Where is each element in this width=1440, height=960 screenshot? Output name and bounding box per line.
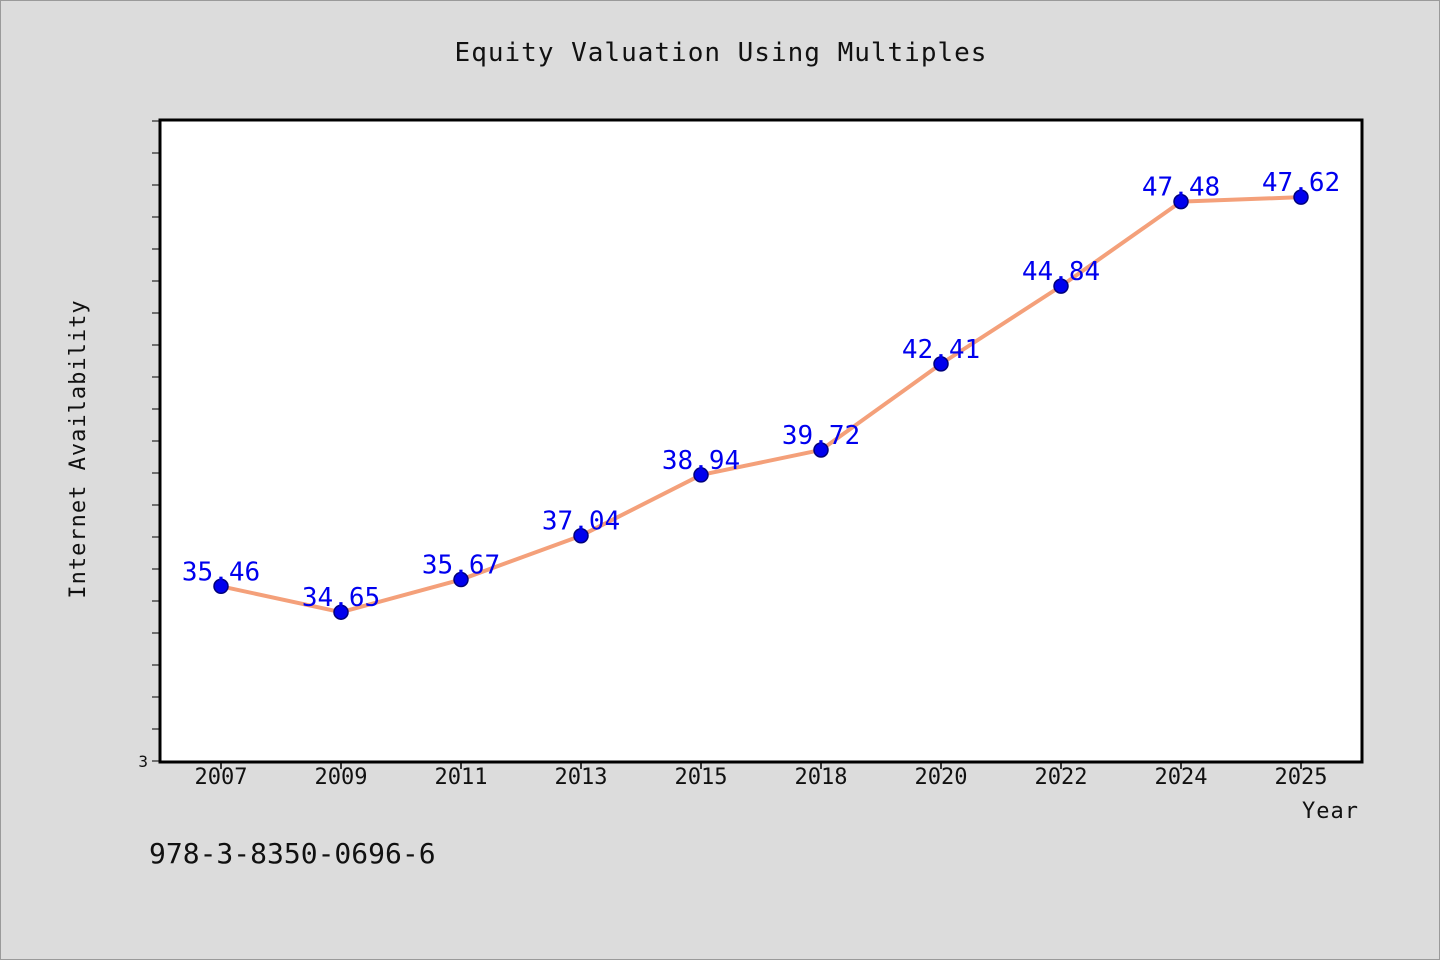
data-label: 39.72	[782, 421, 860, 451]
data-point	[453, 571, 469, 588]
data-label: 42.41	[902, 335, 980, 365]
footnote-isbn: 978-3-8350-0696-6	[149, 837, 436, 870]
data-point	[1293, 189, 1309, 205]
data-point	[933, 356, 949, 372]
x-tick-label: 2015	[675, 765, 728, 790]
y-axis-label: Internet Availability	[66, 299, 91, 598]
data-point	[573, 527, 589, 544]
data-point	[813, 442, 829, 458]
y-tick-label: 3	[138, 752, 148, 771]
x-tick-label: 2025	[1275, 765, 1328, 790]
x-tick-label: 2009	[315, 765, 368, 790]
y-axis-ticks	[152, 120, 160, 762]
data-point	[1053, 278, 1069, 294]
data-point	[1173, 193, 1189, 210]
x-tick-label: 2020	[915, 765, 968, 790]
data-label: 47.48	[1142, 173, 1220, 203]
x-axis-label: Year	[1302, 799, 1359, 824]
data-point	[213, 578, 229, 595]
chart-title: Equity Valuation Using Multiples	[455, 38, 988, 68]
x-tick-label: 2011	[435, 765, 488, 790]
data-label: 37.04	[542, 507, 620, 537]
x-tick-label: 2022	[1035, 765, 1088, 790]
x-tick-label: 2024	[1155, 765, 1208, 790]
series-line	[219, 195, 1303, 615]
x-tick-label: 2018	[795, 765, 848, 790]
plot-area	[158, 118, 1364, 764]
x-tick-label: 2013	[555, 765, 608, 790]
data-label: 38.94	[662, 446, 740, 476]
x-axis-ticks: 2007 2009 2011 2013 2015 2018 2020 2022 2024 2025	[195, 761, 1328, 790]
x-tick-label: 2007	[195, 765, 248, 790]
data-point	[693, 467, 709, 483]
data-label: 35.67	[422, 551, 500, 581]
data-point	[333, 604, 349, 620]
data-label: 34.65	[302, 583, 380, 613]
data-label: 44.84	[1022, 257, 1100, 287]
data-label: 35.46	[182, 557, 260, 587]
data-label: 47.62	[1262, 168, 1340, 198]
series-layer: 35.46 34.65 35.67 37.04 38.94 39.72 42.41 44.84…	[182, 168, 1340, 620]
